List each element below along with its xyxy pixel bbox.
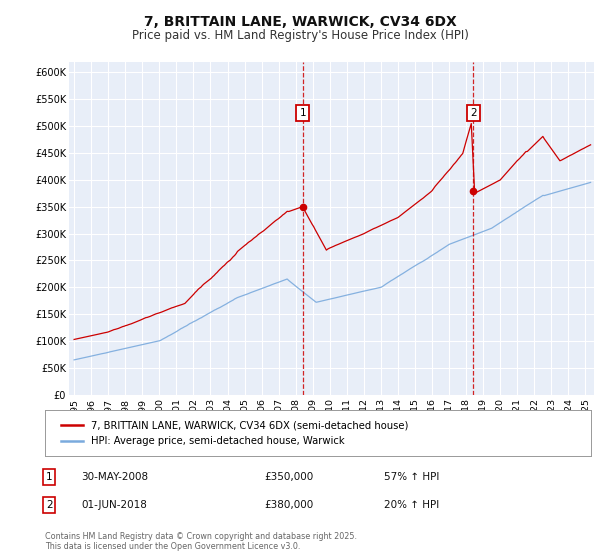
- Text: Contains HM Land Registry data © Crown copyright and database right 2025.
This d: Contains HM Land Registry data © Crown c…: [45, 532, 357, 552]
- Text: 2: 2: [470, 108, 476, 118]
- Text: 1: 1: [46, 472, 53, 482]
- Text: 30-MAY-2008: 30-MAY-2008: [81, 472, 148, 482]
- Text: 20% ↑ HPI: 20% ↑ HPI: [384, 500, 439, 510]
- Text: Price paid vs. HM Land Registry's House Price Index (HPI): Price paid vs. HM Land Registry's House …: [131, 29, 469, 42]
- Text: 7, BRITTAIN LANE, WARWICK, CV34 6DX: 7, BRITTAIN LANE, WARWICK, CV34 6DX: [143, 15, 457, 29]
- Text: £380,000: £380,000: [264, 500, 313, 510]
- Text: £350,000: £350,000: [264, 472, 313, 482]
- Text: 1: 1: [299, 108, 306, 118]
- Text: 57% ↑ HPI: 57% ↑ HPI: [384, 472, 439, 482]
- Text: 2: 2: [46, 500, 53, 510]
- Legend: 7, BRITTAIN LANE, WARWICK, CV34 6DX (semi-detached house), HPI: Average price, s: 7, BRITTAIN LANE, WARWICK, CV34 6DX (sem…: [56, 417, 412, 450]
- Text: 01-JUN-2018: 01-JUN-2018: [81, 500, 147, 510]
